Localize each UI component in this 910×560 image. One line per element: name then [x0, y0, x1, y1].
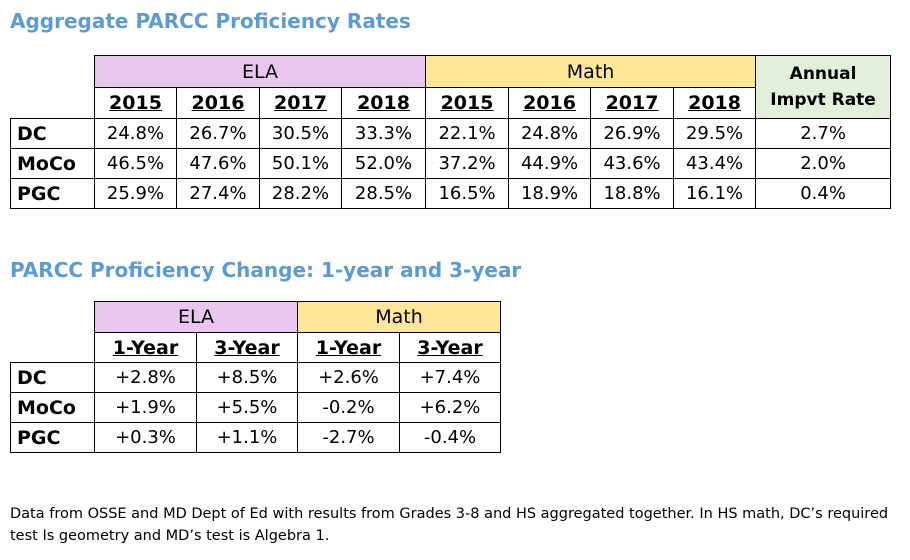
- rate-cell: 28.2%: [259, 178, 342, 209]
- change-cell: -0.2%: [297, 392, 400, 423]
- rate-cell: 47.6%: [176, 148, 260, 179]
- change-cell: +7.4%: [399, 362, 501, 393]
- rate-cell: 29.5%: [673, 118, 757, 149]
- aggregate-rates-table: ELA Math Annual Impvt Rate 2015 2016 201…: [10, 55, 892, 209]
- table-row: DC 24.8% 26.7% 30.5% 33.3% 22.1% 24.8% 2…: [10, 118, 892, 149]
- rate-cell: 44.9%: [508, 148, 592, 179]
- proficiency-change-title: PARCC Proficiency Change: 1-year and 3-y…: [10, 258, 522, 282]
- annual-rate-cell: 0.4%: [755, 178, 892, 209]
- table-row: PGC 25.9% 27.4% 28.2% 28.5% 16.5% 18.9% …: [10, 178, 892, 209]
- ela-group-header: ELA: [93, 55, 427, 88]
- year-header: 2015: [425, 87, 510, 119]
- rate-cell: 43.4%: [673, 148, 757, 179]
- math-group-header: Math: [425, 55, 757, 88]
- year-header: 2016: [176, 87, 260, 119]
- row-label: PGC: [10, 422, 95, 453]
- year-header: 2018: [340, 87, 427, 119]
- corner-cell: [11, 333, 95, 363]
- change-cell: +2.8%: [94, 362, 197, 393]
- period-header: 3-Year: [196, 332, 298, 363]
- rate-cell: 43.6%: [590, 148, 675, 179]
- rate-cell: 33.3%: [340, 118, 427, 149]
- change-cell: -2.7%: [297, 422, 400, 453]
- change-cell: +8.5%: [196, 362, 298, 393]
- row-label: PGC: [10, 178, 95, 209]
- table-row: DC +2.8% +8.5% +2.6% +7.4%: [10, 362, 501, 393]
- rate-cell: 16.5%: [425, 178, 510, 209]
- change-cell: +0.3%: [94, 422, 197, 453]
- rate-cell: 46.5%: [94, 148, 177, 179]
- rate-cell: 26.9%: [590, 118, 675, 149]
- rate-cell: 50.1%: [259, 148, 342, 179]
- period-header: 1-Year: [297, 332, 400, 363]
- math-group-header: Math: [297, 301, 501, 333]
- proficiency-change-table: ELA Math 1-Year 3-Year 1-Year 3-Year DC …: [10, 301, 501, 453]
- rate-cell: 25.9%: [94, 178, 177, 209]
- rate-cell: 18.8%: [590, 178, 675, 209]
- change-cell: +1.9%: [94, 392, 197, 423]
- year-header: 2018: [673, 87, 757, 119]
- table-row: MoCo 46.5% 47.6% 50.1% 52.0% 37.2% 44.9%…: [10, 148, 892, 179]
- annual-improvement-header: Annual Impvt Rate: [755, 55, 892, 119]
- change-cell: +6.2%: [399, 392, 501, 423]
- corner-cell: [11, 302, 95, 333]
- rate-cell: 18.9%: [508, 178, 592, 209]
- table-row: MoCo +1.9% +5.5% -0.2% +6.2%: [10, 392, 501, 423]
- change-cell: +1.1%: [196, 422, 298, 453]
- corner-cell: [11, 88, 95, 119]
- rate-cell: 26.7%: [176, 118, 260, 149]
- row-label: MoCo: [10, 148, 95, 179]
- year-header: 2016: [508, 87, 592, 119]
- annual-rate-cell: 2.0%: [755, 148, 892, 179]
- rate-cell: 28.5%: [340, 178, 427, 209]
- corner-cell: [11, 56, 95, 88]
- period-header: 3-Year: [399, 332, 501, 363]
- rate-cell: 16.1%: [673, 178, 757, 209]
- year-header: 2015: [94, 87, 177, 119]
- rate-cell: 27.4%: [176, 178, 260, 209]
- change-cell: +2.6%: [297, 362, 400, 393]
- aggregate-rates-title: Aggregate PARCC Proficiency Rates: [10, 9, 411, 33]
- change-cell: -0.4%: [399, 422, 501, 453]
- annual-header-line2: Impvt Rate: [770, 90, 876, 110]
- rate-cell: 30.5%: [259, 118, 342, 149]
- change-cell: +5.5%: [196, 392, 298, 423]
- ela-group-header: ELA: [94, 301, 298, 333]
- annual-header-line1: Annual: [789, 64, 857, 84]
- source-note: Data from OSSE and MD Dept of Ed with re…: [10, 506, 889, 544]
- annual-rate-cell: 2.7%: [755, 118, 892, 149]
- rate-cell: 24.8%: [508, 118, 592, 149]
- rate-cell: 37.2%: [425, 148, 510, 179]
- row-label: MoCo: [10, 392, 95, 423]
- table-row: PGC +0.3% +1.1% -2.7% -0.4%: [10, 422, 501, 453]
- year-header: 2017: [259, 87, 342, 119]
- year-header: 2017: [590, 87, 675, 119]
- row-label: DC: [10, 362, 95, 393]
- row-label: DC: [10, 118, 95, 149]
- rate-cell: 52.0%: [340, 148, 427, 179]
- rate-cell: 22.1%: [425, 118, 510, 149]
- period-header: 1-Year: [94, 332, 197, 363]
- rate-cell: 24.8%: [94, 118, 177, 149]
